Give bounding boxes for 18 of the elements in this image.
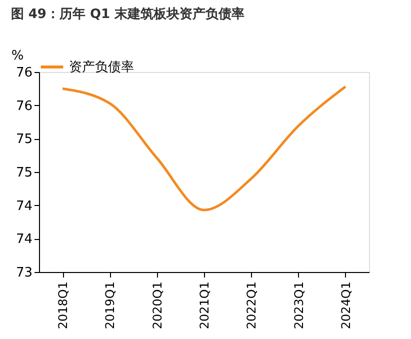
x-tick-label: 2024Q1	[338, 282, 353, 330]
y-tick-label: 75	[16, 132, 32, 148]
x-tick-label: 2019Q1	[103, 282, 118, 330]
y-tick-label: 76	[16, 66, 32, 80]
x-tick-label: 2021Q1	[198, 282, 212, 330]
line-series	[61, 85, 347, 212]
y-tick-label: 75	[16, 166, 32, 180]
chart-title: 图 49：历年 Q1 末建筑板块资产负债率	[10, 6, 245, 22]
legend-label: 资产负债率	[69, 59, 134, 75]
y-axis-title: %	[11, 48, 24, 64]
y-tick-label: 76	[16, 98, 32, 114]
y-tick-label: 74	[16, 198, 32, 214]
x-tick-label: 2023Q1	[292, 282, 306, 330]
x-tick-label: 2020Q1	[150, 282, 164, 330]
y-tick-label: 73	[16, 266, 32, 280]
x-tick-label: 2022Q1	[244, 282, 259, 330]
x-tick-label: 2018Q1	[56, 282, 70, 330]
y-tick-label: 74	[16, 232, 32, 248]
